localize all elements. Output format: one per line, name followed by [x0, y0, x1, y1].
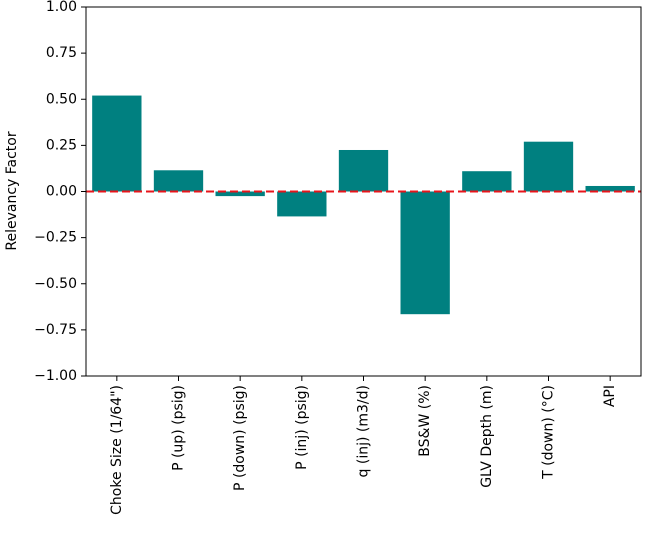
x-tick-label: q (inj) (m3/d) — [356, 385, 372, 477]
y-tick-label: −1.00 — [34, 368, 77, 384]
y-axis-title: Relevancy Factor — [4, 131, 20, 250]
x-tick-label: Choke Size (1/64") — [109, 385, 125, 515]
y-tick-label: 0.25 — [46, 137, 77, 153]
bar-2 — [215, 191, 265, 197]
y-tick-label: −0.75 — [34, 322, 77, 338]
x-tick-label: P (inj) (psig) — [294, 385, 310, 470]
x-tick-label: API — [602, 385, 618, 407]
bar-0 — [92, 95, 142, 192]
x-axis-ticks: Choke Size (1/64") P (up) (psig) P (down) … — [109, 376, 618, 515]
bar-1 — [153, 170, 204, 192]
bar-6 — [462, 171, 512, 192]
x-tick-label: P (up) (psig) — [171, 385, 187, 471]
bar-4 — [338, 149, 389, 192]
y-axis-ticks: −1.00 −0.75 −0.50 −0.25 0.00 0.25 0.50 0.75 1.00 — [34, 0, 86, 384]
bars-group — [92, 95, 635, 315]
bar-5 — [400, 191, 450, 315]
x-tick-label: GLV Depth (m) — [479, 385, 495, 488]
y-tick-label: 1.00 — [46, 0, 77, 15]
bar-7 — [523, 141, 574, 192]
y-tick-label: −0.25 — [34, 230, 77, 246]
y-tick-label: 0.50 — [46, 91, 77, 107]
y-tick-label: 0.00 — [46, 184, 77, 200]
y-tick-label: 0.75 — [46, 45, 77, 61]
bar-3 — [277, 191, 327, 217]
x-tick-label: BS&W (%) — [417, 385, 433, 457]
x-tick-label: T (down) (°C) — [541, 385, 557, 480]
bar-8 — [585, 185, 635, 192]
x-tick-label: P (down) (psig) — [232, 385, 248, 491]
y-tick-label: −0.50 — [34, 276, 77, 292]
